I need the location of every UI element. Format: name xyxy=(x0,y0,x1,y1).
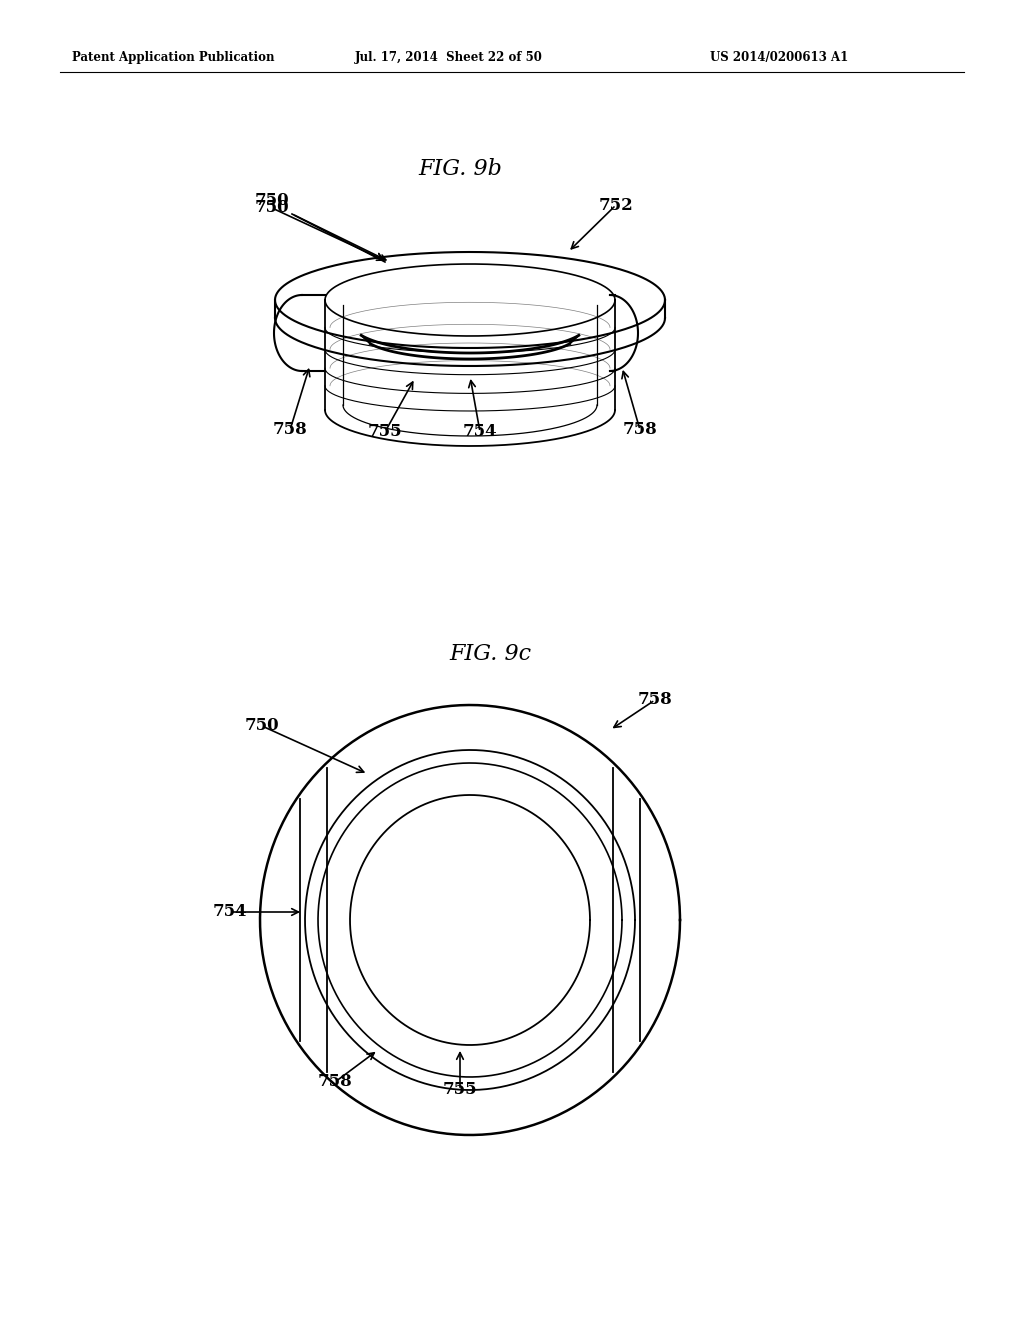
Text: 758: 758 xyxy=(638,692,673,709)
Text: US 2014/0200613 A1: US 2014/0200613 A1 xyxy=(710,51,848,65)
Text: 752: 752 xyxy=(599,197,634,214)
Text: 758: 758 xyxy=(317,1073,352,1090)
Text: 754: 754 xyxy=(213,903,248,920)
Text: 755: 755 xyxy=(368,424,402,441)
Text: FIG. 9c: FIG. 9c xyxy=(449,643,531,665)
Text: 750: 750 xyxy=(245,718,280,734)
Text: FIG. 9b: FIG. 9b xyxy=(418,158,502,180)
Text: 754: 754 xyxy=(463,424,498,441)
Text: Jul. 17, 2014  Sheet 22 of 50: Jul. 17, 2014 Sheet 22 of 50 xyxy=(355,51,543,65)
Text: 758: 758 xyxy=(623,421,657,438)
Text: 750: 750 xyxy=(255,199,290,216)
Text: 750: 750 xyxy=(255,191,290,209)
Text: Patent Application Publication: Patent Application Publication xyxy=(72,51,274,65)
Text: 755: 755 xyxy=(442,1081,477,1098)
Text: 758: 758 xyxy=(272,421,307,438)
